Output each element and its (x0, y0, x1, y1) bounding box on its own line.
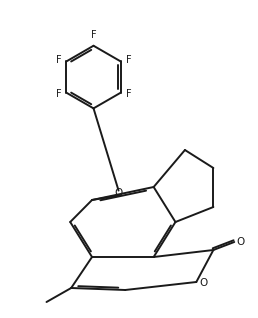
Text: F: F (126, 89, 131, 99)
Text: O: O (236, 237, 244, 247)
Text: F: F (56, 89, 61, 99)
Text: F: F (56, 55, 61, 65)
Text: O: O (199, 278, 207, 288)
Text: O: O (115, 188, 123, 198)
Text: F: F (91, 30, 96, 40)
Text: F: F (126, 55, 131, 65)
